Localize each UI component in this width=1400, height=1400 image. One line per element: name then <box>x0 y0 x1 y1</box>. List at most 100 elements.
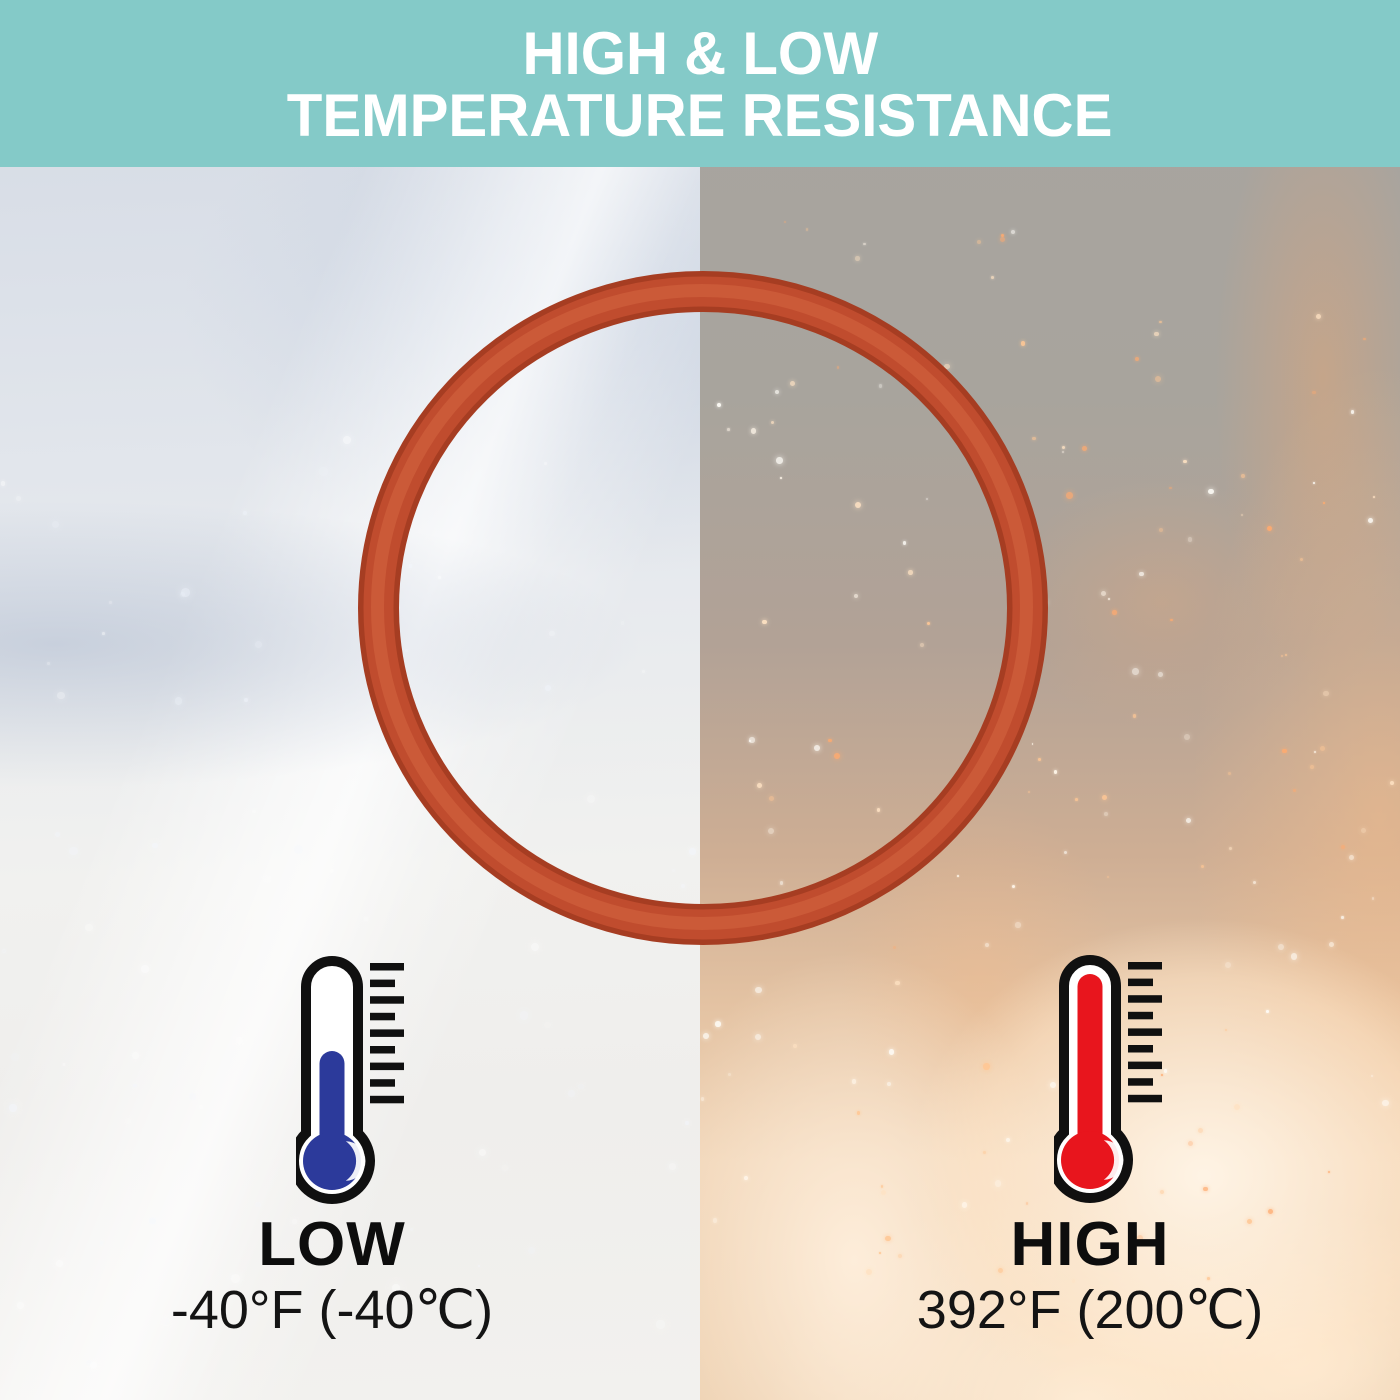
fire-spark <box>1341 844 1346 849</box>
thermometer-scale-ticks <box>370 963 404 1104</box>
fire-spark <box>1188 1140 1194 1146</box>
fire-spark <box>1000 234 1004 238</box>
fire-spark <box>700 1097 705 1101</box>
silicone-o-ring <box>358 271 1048 945</box>
snow-sparkle <box>109 601 112 604</box>
snow-sparkle <box>252 809 256 813</box>
snow-sparkle <box>567 1090 575 1098</box>
fire-spark <box>755 986 762 994</box>
fire-spark <box>863 243 866 246</box>
low-label: LOW <box>258 1210 406 1279</box>
thermometer-mercury-column <box>1077 974 1103 1150</box>
fire-spark <box>1112 610 1117 615</box>
fire-spark <box>1371 897 1375 900</box>
snow-sparkle <box>519 1011 529 1020</box>
fire-spark <box>1169 486 1173 490</box>
fire-spark <box>1327 1170 1331 1173</box>
fire-spark <box>1170 618 1174 622</box>
snow-sparkle <box>179 591 185 597</box>
fire-spark <box>1319 745 1326 752</box>
snow-sparkle <box>47 662 51 666</box>
fire-spark <box>976 239 981 245</box>
fire-spark <box>1025 1202 1029 1205</box>
snow-sparkle <box>255 1201 261 1208</box>
fire-spark <box>852 1079 857 1084</box>
bulb-highlight <box>1103 1140 1124 1180</box>
fire-spark <box>712 1218 717 1223</box>
fire-spark <box>783 220 786 223</box>
snow-sparkle <box>102 632 106 635</box>
low-temperature-value: -40°F (-40℃) <box>170 1280 494 1340</box>
fire-spark <box>1106 875 1110 879</box>
snow-sparkle <box>55 832 61 838</box>
fire-spark <box>1368 518 1373 523</box>
high-label: HIGH <box>1010 1210 1170 1279</box>
fire-spark <box>1154 331 1159 337</box>
fire-spark <box>1101 794 1108 801</box>
fire-spark <box>1299 557 1304 562</box>
fire-spark <box>805 228 809 231</box>
fire-spark <box>1266 1010 1270 1013</box>
fire-spark <box>1054 770 1058 774</box>
fire-spark <box>1010 230 1015 235</box>
fire-spark <box>1312 390 1316 395</box>
thermometer-low-icon <box>296 956 404 1205</box>
snow-sparkle <box>684 1121 689 1126</box>
fire-spark <box>1290 953 1297 960</box>
snow-sparkle <box>235 1036 243 1044</box>
fire-spark <box>1197 1127 1203 1133</box>
fire-spark <box>1389 780 1395 786</box>
fire-spark <box>1139 571 1145 577</box>
fire-spark <box>1203 1186 1209 1192</box>
fire-spark <box>1348 855 1354 861</box>
fire-spark <box>1350 410 1355 414</box>
snow-sparkle <box>263 875 271 883</box>
fire-background <box>700 0 1400 1400</box>
fire-spark <box>1277 944 1284 951</box>
snow-sparkle <box>133 1083 137 1088</box>
fire-spark <box>755 1033 762 1040</box>
fire-spark <box>1267 1208 1273 1214</box>
snow-sparkle <box>188 1092 197 1101</box>
fire-spark <box>1184 733 1191 740</box>
snow-sparkle <box>85 923 93 932</box>
snow-sparkle <box>131 1052 139 1060</box>
fire-spark <box>865 1269 872 1276</box>
fire-spark <box>743 1176 748 1180</box>
fire-spark <box>1108 597 1111 600</box>
fire-spark <box>792 1043 797 1048</box>
fire-spark <box>1234 1103 1241 1110</box>
snow-sparkle <box>174 697 182 705</box>
fire-spark <box>1328 941 1334 947</box>
fire-spark <box>1323 690 1329 696</box>
snow-sparkle <box>86 1359 92 1366</box>
fire-spark <box>1005 1137 1010 1142</box>
fire-spark <box>1134 356 1139 361</box>
fire-spark <box>1082 446 1087 452</box>
snow-sparkle <box>180 587 190 597</box>
snow-sparkle <box>656 1320 665 1329</box>
fire-spark <box>1224 1028 1228 1031</box>
title-line-1: HIGH & LOW <box>522 19 878 87</box>
thermometer-high-icon <box>1054 955 1162 1204</box>
fire-spark <box>1241 474 1246 478</box>
snow-sparkle <box>52 521 60 529</box>
fire-spark <box>1316 313 1322 319</box>
snow-sparkle <box>294 845 304 854</box>
fire-spark <box>1341 916 1344 919</box>
snow-sparkle <box>141 965 149 973</box>
fire-spark <box>1373 496 1375 498</box>
snow-sparkle <box>62 1063 66 1066</box>
fire-spark <box>727 1072 732 1076</box>
fire-spark <box>895 980 900 985</box>
high-temperature-value: 392°F (200℃) <box>916 1280 1264 1340</box>
fire-spark <box>703 1032 710 1039</box>
snow-sparkle <box>669 1162 676 1170</box>
fire-spark <box>1063 850 1068 855</box>
thermometer-mercury-column <box>319 1051 345 1151</box>
fire-spark <box>886 1081 892 1087</box>
snow-sparkle <box>501 1164 508 1171</box>
fire-spark <box>854 256 860 261</box>
snow-sparkle <box>17 1301 25 1310</box>
